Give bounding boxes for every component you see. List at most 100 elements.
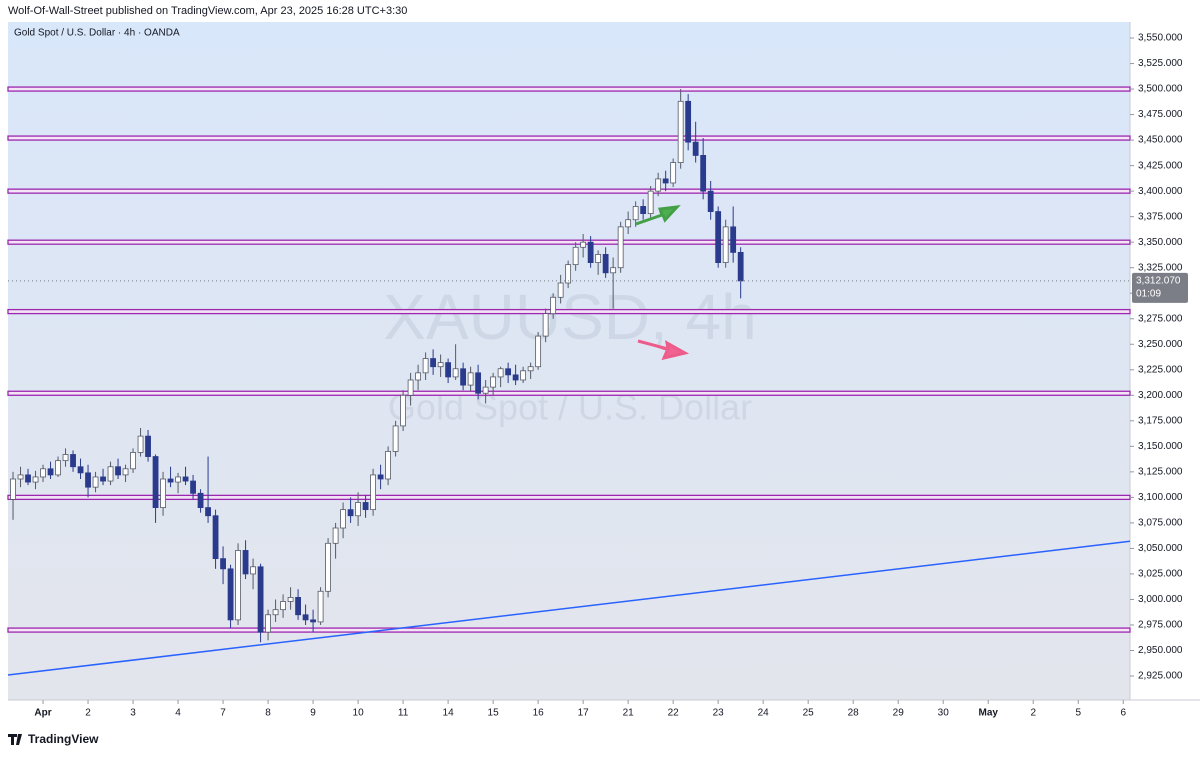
last-price-box <box>1132 272 1188 303</box>
brand: TradingView <box>28 732 99 746</box>
x-tick-label: 7 <box>220 708 226 719</box>
candle-body <box>227 568 234 621</box>
level-band <box>7 135 1131 141</box>
candle-body <box>617 226 624 269</box>
x-tick-label: 29 <box>893 708 905 719</box>
candle-body <box>17 474 24 480</box>
candle-body <box>512 374 519 381</box>
level-band <box>7 86 1131 92</box>
y-tick-label: 3,400.000 <box>1138 186 1183 197</box>
plot-area <box>8 22 1130 700</box>
candle-body <box>460 368 467 386</box>
candle-body <box>152 456 159 508</box>
y-tick-label: 3,375.000 <box>1138 211 1183 222</box>
y-tick-label: 3,275.000 <box>1138 313 1183 324</box>
symbol-title: Gold Spot / U.S. Dollar · 4h · OANDA <box>14 28 180 39</box>
candle-body <box>70 454 76 468</box>
candle-body <box>580 241 587 248</box>
candle-body <box>205 507 211 517</box>
candle-body <box>692 141 699 156</box>
y-tick-label: 3,325.000 <box>1138 262 1183 273</box>
x-tick-label: 6 <box>1120 708 1126 719</box>
candle-body <box>55 460 61 476</box>
footer <box>0 728 1200 754</box>
candle-body <box>587 241 594 263</box>
candle-body <box>212 515 219 560</box>
candle-body <box>715 211 722 263</box>
candle-body <box>47 468 54 476</box>
candle-body <box>175 476 181 483</box>
x-tick-label: 5 <box>1075 708 1081 719</box>
watermark: XAUUSD, 4h <box>383 281 756 353</box>
candle-body <box>565 264 572 284</box>
candle-body <box>325 542 331 592</box>
candle-body <box>85 472 91 488</box>
y-tick-label: 3,050.000 <box>1138 543 1183 554</box>
candle-body <box>32 476 39 483</box>
candle-body <box>550 296 557 315</box>
candle-body <box>130 452 136 470</box>
x-tick-label: 28 <box>848 708 860 719</box>
y-tick-label: 3,175.000 <box>1138 415 1183 426</box>
level-band <box>7 239 1131 245</box>
candle-body <box>415 372 422 381</box>
candle-body <box>370 474 376 511</box>
candle-body <box>122 468 129 476</box>
candle-body <box>355 502 361 517</box>
brand-logo <box>8 734 22 745</box>
candle-body <box>347 509 354 517</box>
candle-body <box>92 476 99 488</box>
candle-body <box>610 267 617 274</box>
candle-body <box>400 394 407 427</box>
candle-body <box>317 590 324 623</box>
x-tick-label: 9 <box>310 708 316 719</box>
x-tick-label: 2 <box>85 708 91 719</box>
candle-body <box>145 435 151 457</box>
candle-body <box>77 466 84 474</box>
candle-body <box>295 597 301 616</box>
x-tick-label: 17 <box>578 708 590 719</box>
candle-body <box>542 313 549 337</box>
candle-body <box>475 372 482 394</box>
candle-body <box>107 466 114 482</box>
candle-body <box>640 206 647 214</box>
x-tick-label: 10 <box>353 708 365 719</box>
candle-body <box>482 386 489 394</box>
candle-body <box>332 527 339 544</box>
y-tick-label: 3,150.000 <box>1138 441 1183 452</box>
candle-body <box>310 619 316 623</box>
pink-arrow <box>637 339 690 361</box>
y-tick-label: 3,425.000 <box>1138 160 1183 171</box>
x-tick-label: 30 <box>938 708 950 719</box>
publisher-note: Wolf-Of-Wall-Street published on Trading… <box>8 5 407 17</box>
y-tick-label: 3,200.000 <box>1138 390 1183 401</box>
y-tick-label: 3,350.000 <box>1138 237 1183 248</box>
candle-body <box>572 246 579 266</box>
candle-body <box>557 282 564 298</box>
candle-body <box>40 468 46 478</box>
candle-body <box>467 372 474 386</box>
candle-body <box>445 362 452 378</box>
candle-body <box>160 478 166 508</box>
candle-body <box>62 454 69 462</box>
candle-body <box>625 219 632 228</box>
x-tick-label: 21 <box>623 708 635 719</box>
candle-body <box>685 100 692 143</box>
candle-body <box>700 155 707 192</box>
candle-body <box>527 366 534 372</box>
candle-body <box>235 550 241 621</box>
x-tick-label: 22 <box>668 708 680 719</box>
candle-body <box>407 379 414 396</box>
level-band <box>7 494 1131 501</box>
candle-body <box>265 614 271 633</box>
candle-body <box>377 474 384 480</box>
x-tick-label: 14 <box>443 708 455 719</box>
x-tick-label: 24 <box>758 708 770 719</box>
candle-body <box>520 370 527 381</box>
candle-body <box>670 162 677 184</box>
candle-body <box>287 597 294 602</box>
candle-body <box>422 358 429 374</box>
y-tick-label: 3,100.000 <box>1138 492 1183 503</box>
